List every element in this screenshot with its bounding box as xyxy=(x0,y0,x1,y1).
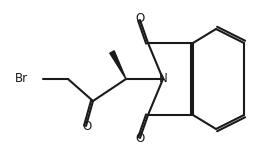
Text: O: O xyxy=(82,121,92,133)
Text: Br: Br xyxy=(15,73,28,86)
Text: N: N xyxy=(159,73,167,86)
Text: O: O xyxy=(135,13,145,25)
Polygon shape xyxy=(110,51,126,79)
Text: O: O xyxy=(135,133,145,146)
